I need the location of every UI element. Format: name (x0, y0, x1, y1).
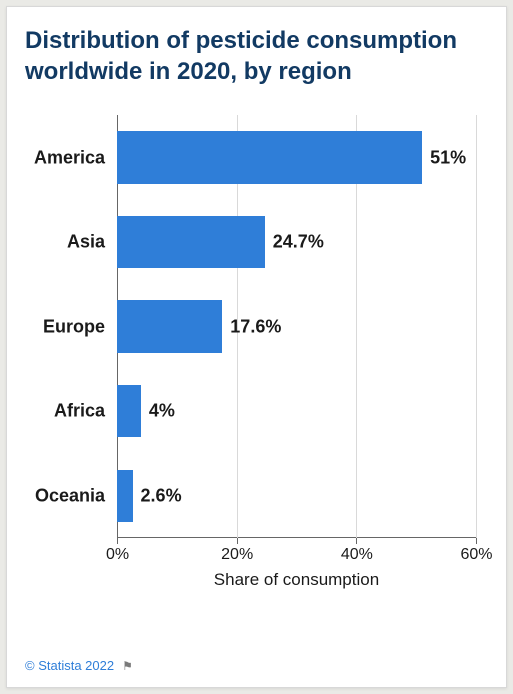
bar-row: America51% (117, 131, 476, 183)
chart-footer: © Statista 2022 ⚑ (7, 648, 506, 687)
bar-row: Europe17.6% (117, 300, 476, 352)
x-tick-mark (117, 538, 118, 544)
bar: 2.6% (117, 470, 133, 522)
bar-value-label: 17.6% (230, 316, 281, 337)
attribution-text: © Statista 2022 (25, 658, 114, 673)
category-label: America (34, 147, 105, 168)
chart-area: 0%20%40%60%America51%Asia24.7%Europe17.6… (7, 95, 506, 648)
grid-line (476, 115, 477, 538)
category-label: Oceania (35, 485, 105, 506)
x-tick-label: 20% (221, 546, 253, 564)
x-tick: 20% (237, 538, 238, 544)
bar-value-label: 51% (430, 147, 466, 168)
bar-row: Oceania2.6% (117, 470, 476, 522)
bar-value-label: 2.6% (141, 485, 182, 506)
bar: 51% (117, 131, 422, 183)
bar-value-label: 24.7% (273, 232, 324, 253)
x-tick: 0% (117, 538, 118, 544)
plot-region: 0%20%40%60%America51%Asia24.7%Europe17.6… (117, 115, 476, 538)
bar: 17.6% (117, 300, 222, 352)
x-tick: 60% (476, 538, 477, 544)
x-tick-mark (237, 538, 238, 544)
bar-row: Asia24.7% (117, 216, 476, 268)
x-tick-label: 0% (106, 546, 129, 564)
category-label: Europe (43, 316, 105, 337)
x-tick-mark (356, 538, 357, 544)
flag-icon: ⚑ (122, 659, 133, 673)
category-label: Africa (54, 401, 105, 422)
chart-card: Distribution of pesticide consumption wo… (6, 6, 507, 688)
category-label: Asia (67, 232, 105, 253)
bar-value-label: 4% (149, 401, 175, 422)
bar: 4% (117, 385, 141, 437)
x-axis-title: Share of consumption (117, 570, 476, 590)
chart-title: Distribution of pesticide consumption wo… (7, 7, 506, 95)
bar-row: Africa4% (117, 385, 476, 437)
x-tick-label: 40% (341, 546, 373, 564)
x-axis-line (117, 537, 476, 538)
x-tick-label: 60% (460, 546, 492, 564)
x-tick: 40% (356, 538, 357, 544)
bar: 24.7% (117, 216, 265, 268)
x-tick-mark (476, 538, 477, 544)
